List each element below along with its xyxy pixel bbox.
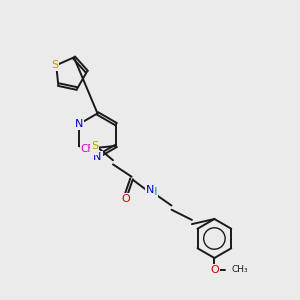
Text: N: N xyxy=(75,119,83,129)
Text: S: S xyxy=(51,60,58,70)
Text: O: O xyxy=(122,194,130,204)
Text: S: S xyxy=(91,141,98,151)
Text: CH₃: CH₃ xyxy=(231,266,248,274)
Text: N: N xyxy=(93,152,102,162)
Text: H: H xyxy=(149,187,157,197)
Text: CF₃: CF₃ xyxy=(80,144,98,154)
Text: O: O xyxy=(210,265,219,275)
Text: N: N xyxy=(146,184,154,195)
